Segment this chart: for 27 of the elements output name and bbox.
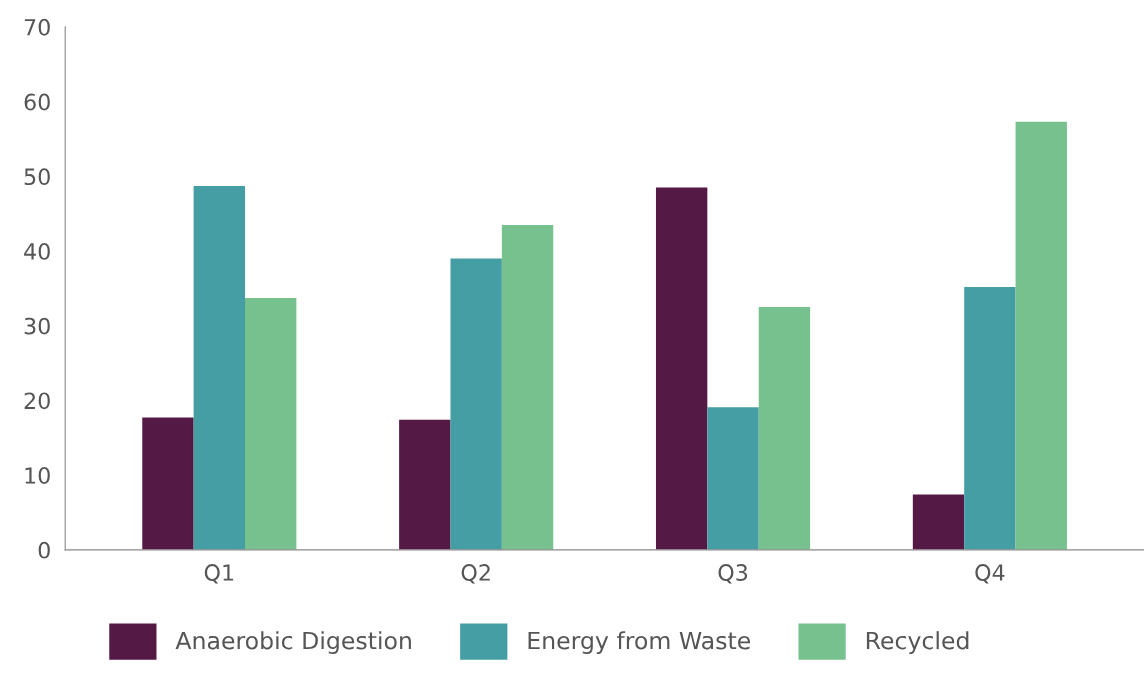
y-tick-label: 40: [24, 242, 50, 260]
x-tick-label: Q3: [718, 564, 748, 584]
y-tick-label: 70: [24, 18, 50, 36]
bar: [912, 494, 965, 550]
bar: [450, 258, 502, 550]
bar: [1015, 121, 1067, 550]
y-tick-label: 60: [24, 93, 50, 111]
legend-label: Energy from Waste: [528, 631, 751, 655]
bar: [399, 419, 451, 550]
y-tick-label: 30: [24, 317, 50, 335]
y-tick-label: 20: [24, 392, 50, 410]
y-tick-label: 0: [38, 541, 50, 559]
bar: [501, 224, 554, 550]
x-tick-label: Q4: [975, 564, 1005, 584]
legend-label: Anaerobic Digestion: [175, 631, 411, 655]
bar: [193, 186, 246, 550]
bar: [142, 417, 194, 550]
bar: [707, 407, 759, 550]
bar: [758, 307, 811, 550]
x-tick-label: Q1: [204, 564, 234, 584]
x-tick-label: Q2: [461, 564, 490, 584]
legend-label: Recycled: [866, 631, 969, 655]
y-tick-label: 10: [25, 467, 50, 484]
bar: [655, 187, 708, 550]
bar: [245, 298, 297, 550]
y-tick-label: 50: [24, 168, 50, 186]
bar: [964, 286, 1016, 550]
